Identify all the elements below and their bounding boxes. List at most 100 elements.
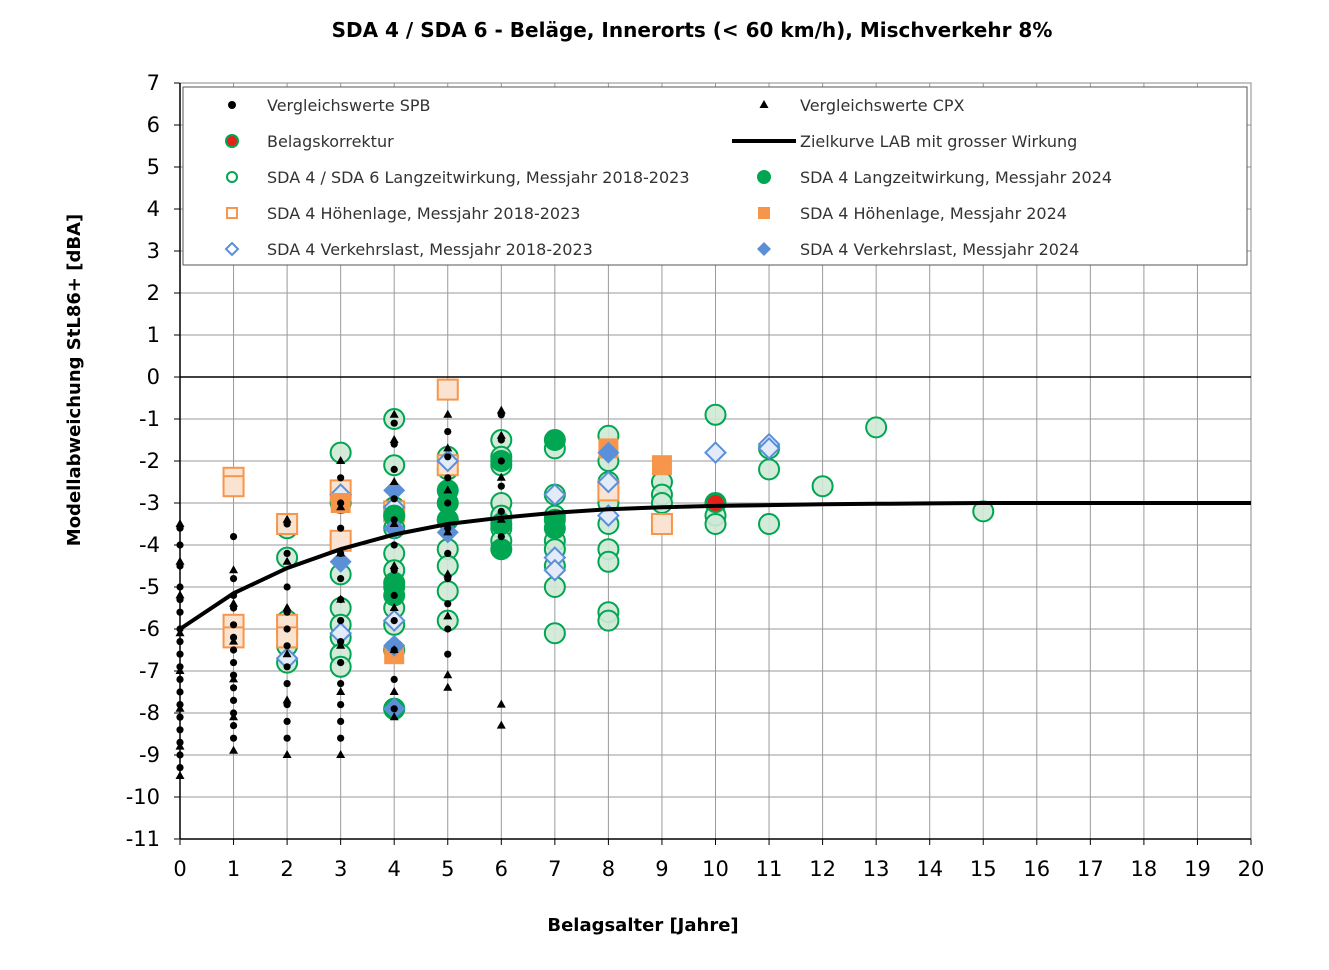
x-tick-label: 1 — [227, 857, 240, 881]
marker-triangle-black — [229, 598, 239, 607]
legend-label: SDA 4 Verkehrslast, Messjahr 2024 — [800, 240, 1079, 259]
marker-dot-black — [337, 701, 345, 709]
marker-diamond-blue-filled — [329, 550, 352, 573]
x-tick-label: 14 — [916, 857, 943, 881]
marker-triangle-black — [336, 750, 346, 758]
marker-triangle-black — [389, 561, 399, 569]
marker-triangle-black — [229, 745, 239, 754]
marker-triangle-black — [282, 695, 292, 704]
y-tick-label: -9 — [139, 743, 160, 767]
marker-circle-green-filled — [757, 170, 771, 184]
y-tick-label: -10 — [126, 785, 160, 809]
marker-dot-black — [497, 482, 505, 490]
marker-circle-green-filled — [543, 517, 566, 540]
marker-dot-black — [444, 625, 452, 633]
y-axis-label: Modellabweichung StL86+ [dBA] — [64, 214, 85, 546]
marker-dot-black — [444, 549, 452, 558]
marker-triangle-black — [389, 435, 399, 443]
x-tick-labels: 0 1 2 3 4 5 6 7 8 9 10 11 12 13 14 15 16 17 18 19 20 — [173, 857, 1264, 881]
marker-circle-green-open — [704, 403, 727, 426]
marker-dot-black — [444, 474, 452, 482]
marker-dot-black — [176, 675, 184, 684]
marker-triangle-black — [443, 443, 453, 452]
marker-circle-green-open — [597, 550, 620, 573]
x-tick-label: 9 — [655, 857, 668, 881]
marker-triangle-black — [282, 649, 292, 658]
marker-circle-green-open — [543, 622, 566, 645]
marker-diamond-blue-open — [757, 436, 781, 460]
marker-dot-black — [390, 705, 398, 713]
marker-dot-black — [283, 549, 291, 558]
marker-triangle-black — [389, 603, 399, 611]
marker-dot-black — [283, 717, 291, 726]
legend-label: SDA 4 Höhenlage, Messjahr 2024 — [800, 204, 1067, 223]
series-line-zielkurve — [178, 501, 1251, 631]
marker-square-orange-filled — [651, 455, 672, 476]
y-tick-label: 7 — [147, 71, 160, 95]
y-tick-label: 1 — [147, 323, 160, 347]
marker-triangle-black — [443, 569, 453, 578]
marker-circle-green-open — [865, 416, 888, 439]
marker-square-orange-open — [222, 475, 245, 498]
marker-triangle-black — [282, 750, 292, 758]
marker-dot-black — [337, 717, 345, 726]
x-tick-label: 19 — [1184, 857, 1211, 881]
marker-triangle-black — [443, 409, 453, 418]
marker-triangle-black — [496, 430, 506, 439]
marker-dot-black — [176, 541, 184, 549]
marker-triangle-black — [175, 703, 185, 712]
legend-label: Zielkurve LAB mit grosser Wirkung — [800, 132, 1077, 151]
marker-dot-black — [337, 617, 345, 625]
chart-title: SDA 4 / SDA 6 - Beläge, Innerorts (< 60 … — [332, 18, 1053, 42]
marker-square-orange-filled — [758, 207, 770, 219]
x-tick-label: 3 — [334, 857, 347, 881]
marker-dot-black — [337, 474, 345, 482]
marker-dot-black — [390, 495, 398, 503]
y-tick-label: -3 — [139, 491, 160, 515]
y-tick-label: 0 — [147, 365, 160, 389]
marker-dot-black — [229, 533, 238, 541]
marker-dot-black — [497, 507, 505, 515]
marker-triangle-black — [336, 548, 346, 557]
marker-circle-green-open — [758, 513, 781, 535]
marker-triangle-black — [175, 771, 185, 779]
marker-circle-green-open — [758, 458, 781, 481]
marker-dot-black — [444, 499, 452, 507]
y-tick-label: -6 — [139, 617, 160, 641]
marker-dot-black — [337, 524, 345, 532]
marker-diamond-blue-open — [543, 558, 567, 582]
marker-dot-black — [176, 583, 184, 591]
marker-triangle-black — [443, 485, 453, 494]
y-tick-label: -11 — [126, 827, 160, 851]
marker-dot-black — [229, 722, 238, 730]
y-tick-label: 6 — [147, 113, 160, 137]
marker-triangle-black — [389, 687, 399, 695]
marker-triangle-black — [175, 666, 185, 674]
marker-circle-green-open — [383, 454, 406, 477]
marker-triangle-black — [282, 556, 292, 565]
marker-circle-green-filled — [543, 429, 566, 451]
x-tick-label: 10 — [702, 857, 729, 881]
marker-dot-black — [176, 650, 184, 658]
x-tick-label: 0 — [173, 857, 186, 881]
y-tick-label: 5 — [147, 155, 160, 179]
y-tick-label: -1 — [139, 407, 160, 431]
marker-dot-black — [390, 591, 398, 600]
marker-triangle-black — [282, 514, 292, 523]
marker-triangle-black — [389, 519, 399, 527]
marker-triangle-black — [282, 603, 292, 611]
marker-diamond-blue-open — [543, 483, 567, 507]
y-tick-label: -8 — [139, 701, 160, 725]
y-tick-label: -7 — [139, 659, 160, 683]
x-tick-label: 8 — [602, 857, 615, 881]
marker-triangle-black — [389, 477, 399, 485]
marker-square-orange-open — [650, 513, 673, 535]
marker-triangle-black — [175, 741, 185, 750]
marker-dot-black — [283, 680, 291, 688]
marker-triangle-black — [496, 405, 506, 414]
legend-label: Belagskorrektur — [267, 132, 394, 151]
marker-dot-black — [283, 663, 291, 671]
marker-circle-green-open — [597, 609, 620, 632]
marker-triangle-black — [759, 100, 769, 108]
legend-label: SDA 4 / SDA 6 Langzeitwirkung, Messjahr … — [267, 168, 690, 187]
